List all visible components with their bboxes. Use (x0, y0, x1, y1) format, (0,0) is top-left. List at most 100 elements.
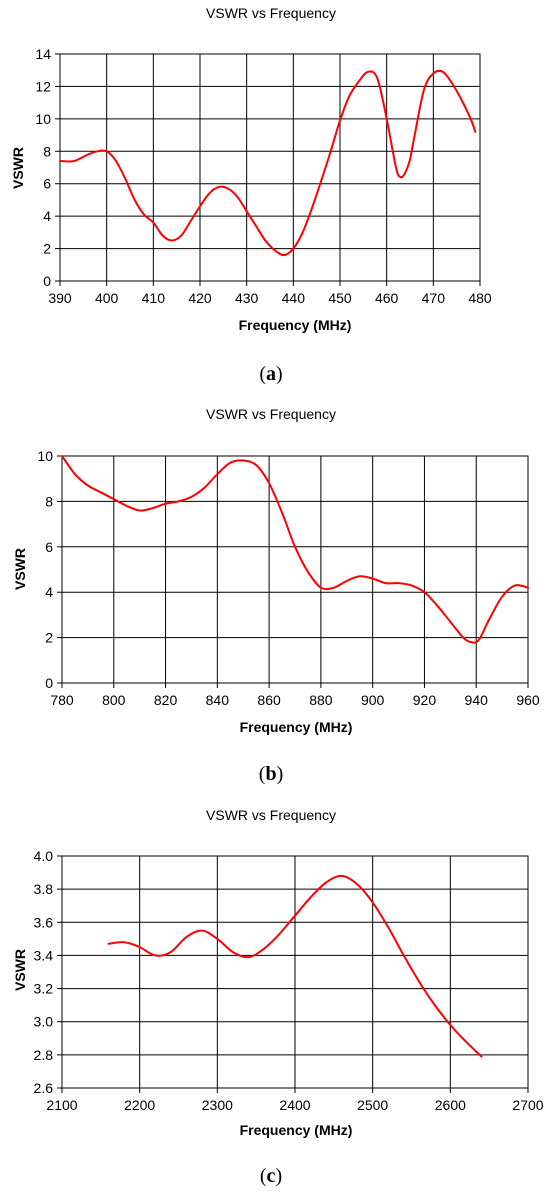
y-tick-label: 14 (35, 46, 51, 62)
y-tick-label: 8 (45, 493, 53, 509)
x-tick-label: 410 (142, 290, 166, 306)
data-point (201, 930, 202, 931)
x-axis-label: Frequency (MHz) (240, 1122, 353, 1138)
x-tick-label: 960 (516, 692, 540, 708)
chart-3: VSWR vs Frequency 2100 2200 2300 2400 2500 260… (12, 807, 544, 1187)
x-tick-label: 2600 (435, 1097, 466, 1113)
x-tick-label: 2300 (202, 1097, 233, 1113)
data-point (218, 186, 219, 187)
x-tick-label: 860 (257, 692, 281, 708)
data-point (339, 120, 340, 121)
y-tick-label: 2 (43, 241, 51, 257)
data-point (346, 580, 347, 581)
data-point (395, 167, 396, 168)
data-point (181, 235, 182, 236)
data-point (165, 503, 166, 504)
caption-letter: a (266, 363, 276, 385)
x-axis-label: Frequency (MHz) (239, 317, 352, 333)
data-point (333, 587, 334, 588)
data-point (411, 585, 412, 586)
y-tick-label: 2.6 (34, 1080, 54, 1096)
data-point (283, 255, 284, 256)
plot-area (61, 455, 529, 684)
data-point (199, 206, 200, 207)
caption-close-paren: ) (277, 763, 284, 785)
data-point (125, 178, 126, 179)
data-point (465, 1041, 466, 1042)
data-point (256, 465, 257, 466)
data-point (190, 220, 191, 221)
data-point (232, 952, 233, 953)
data-point (437, 605, 438, 606)
data-point (450, 1024, 451, 1025)
data-point (106, 151, 107, 152)
data-point (409, 159, 410, 160)
x-tick-label: 820 (154, 692, 178, 708)
y-axis-label: VSWR (10, 147, 26, 189)
caption-letter: b (265, 763, 276, 785)
data-point (263, 948, 264, 949)
data-point (243, 460, 244, 461)
data-point (388, 927, 389, 928)
data-point (265, 240, 266, 241)
y-tick-label: 4 (45, 584, 53, 600)
series-line-vswr (59, 69, 477, 257)
data-point (405, 172, 406, 173)
data-point (463, 637, 464, 638)
chart-title: VSWR vs Frequency (206, 5, 336, 21)
y-tick-label: 6 (45, 539, 53, 555)
data-point (126, 505, 127, 506)
x-axis-label: Frequency (MHz) (240, 719, 353, 735)
data-point (470, 642, 471, 643)
data-point (59, 160, 60, 161)
data-point (527, 587, 528, 588)
data-point (143, 214, 144, 215)
data-point (230, 462, 231, 463)
data-point (341, 875, 342, 876)
figure-caption: (c) (260, 1165, 282, 1187)
x-tick-label: 450 (328, 290, 352, 306)
data-point (171, 240, 172, 241)
data-point (450, 621, 451, 622)
data-point (191, 496, 192, 497)
data-point (478, 639, 479, 640)
data-point (419, 981, 420, 982)
data-point (349, 96, 350, 97)
data-point (326, 882, 327, 883)
plot-area (59, 53, 481, 282)
data-point (227, 188, 228, 189)
y-tick-label: 3.8 (34, 881, 54, 897)
x-tick-label: 840 (206, 692, 230, 708)
data-point (152, 508, 153, 509)
data-point (358, 81, 359, 82)
y-tick-label: 8 (43, 143, 51, 159)
x-tick-label: 2100 (46, 1097, 77, 1113)
y-tick-label: 4.0 (34, 848, 54, 864)
y-tick-label: 3.4 (34, 947, 54, 963)
data-point (153, 222, 154, 223)
data-point (400, 177, 401, 178)
data-point (385, 583, 386, 584)
data-point (442, 71, 443, 72)
data-point (134, 199, 135, 200)
data-point (461, 99, 462, 100)
data-point (115, 160, 116, 161)
y-tick-label: 12 (35, 78, 51, 94)
y-axis-label: VSWR (12, 949, 28, 991)
data-point (87, 154, 88, 155)
data-point (294, 915, 295, 916)
x-tick-label: 470 (422, 290, 446, 306)
data-point (372, 902, 373, 903)
data-point (377, 78, 378, 79)
x-tick-label: 880 (309, 692, 333, 708)
x-tick-label: 440 (282, 290, 306, 306)
data-point (217, 474, 218, 475)
data-point (330, 151, 331, 152)
data-point (74, 474, 75, 475)
y-tick-label: 4 (43, 208, 51, 224)
data-point (414, 135, 415, 136)
data-point (204, 487, 205, 488)
data-point (246, 211, 247, 212)
